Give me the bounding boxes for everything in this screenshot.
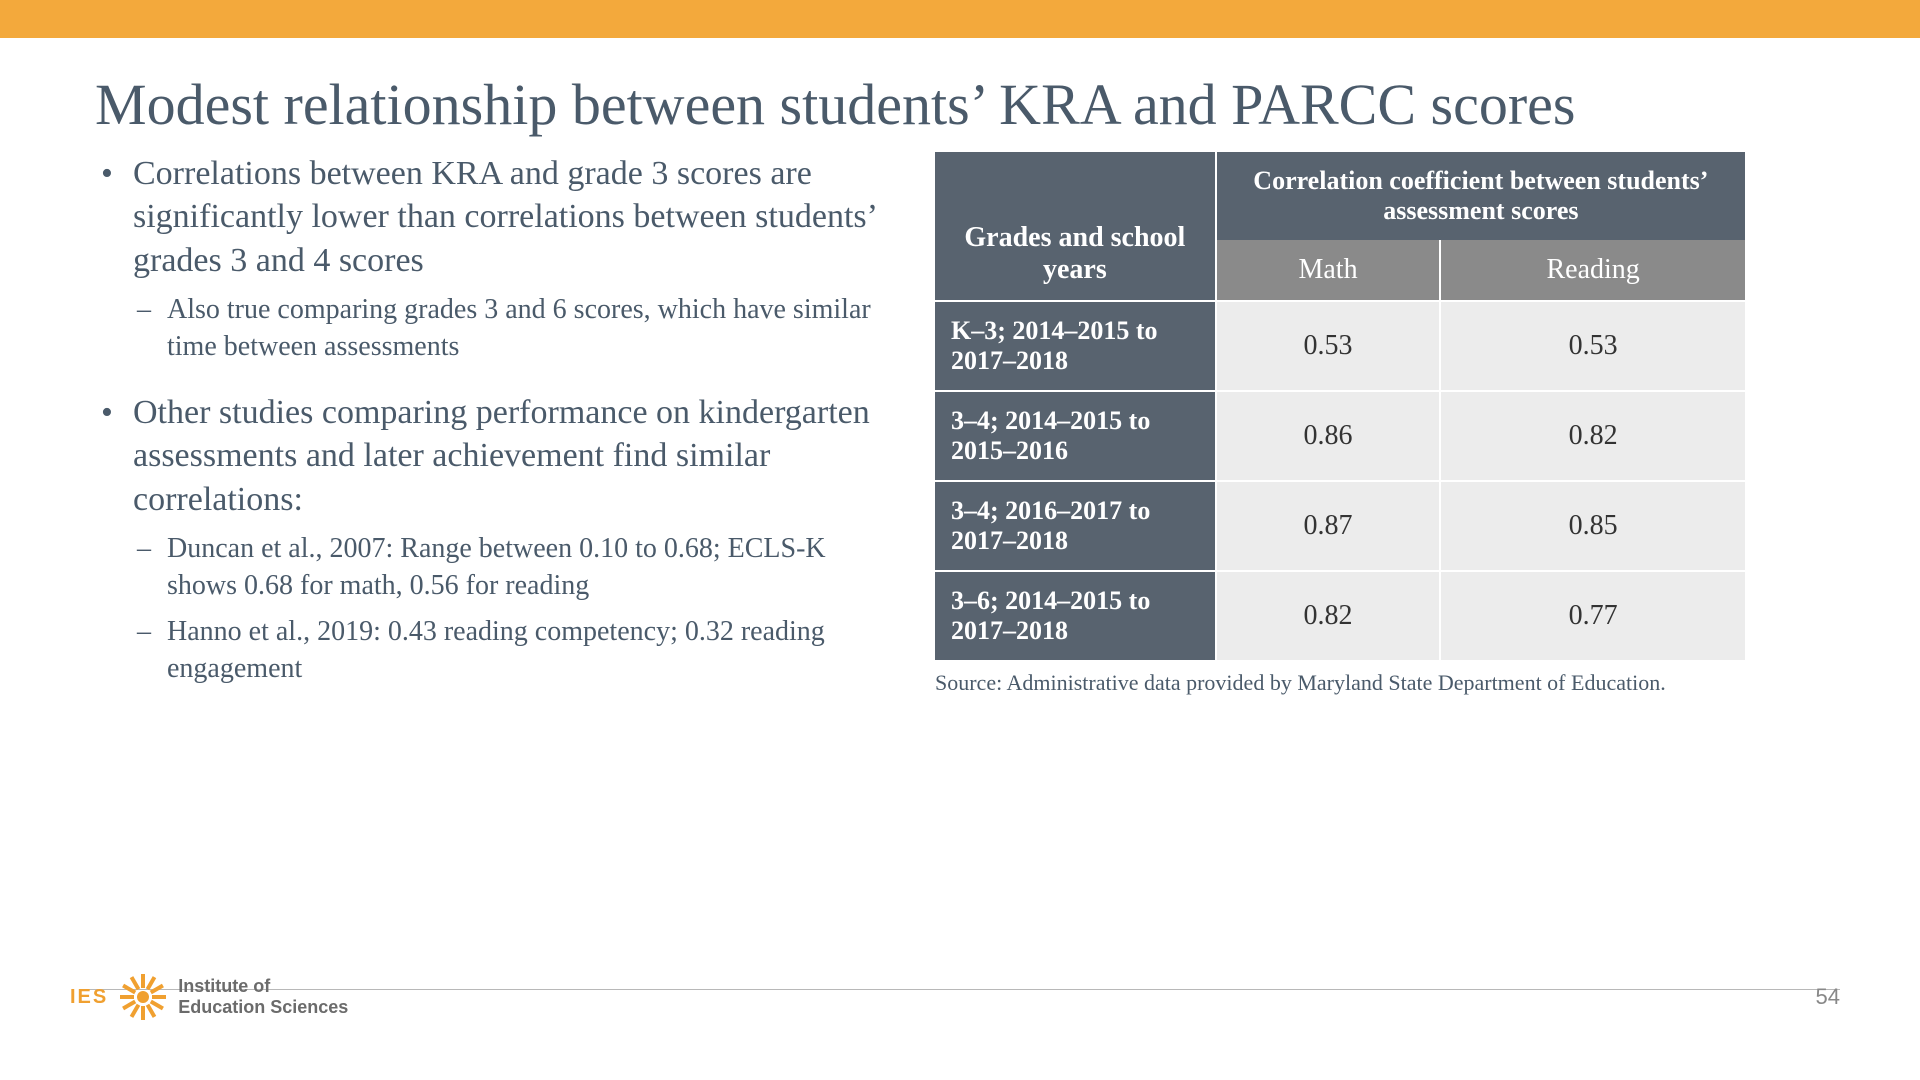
bullet-2-text: Other studies comparing performance on k… [133, 394, 870, 518]
table-col-reading: Reading [1440, 240, 1745, 301]
bullet-column: Correlations between KRA and grade 3 sco… [95, 152, 895, 713]
table-row-header: Grades and school years [951, 222, 1199, 286]
row-label: 3–4; 2014–2015 to 2015–2016 [935, 391, 1216, 481]
table-row: 3–4; 2014–2015 to 2015–2016 0.86 0.82 [935, 391, 1745, 481]
ies-acronym: IES [70, 986, 108, 1009]
ies-name: Institute of Education Sciences [178, 976, 348, 1017]
cell: 0.77 [1440, 571, 1745, 660]
table-source: Source: Administrative data provided by … [935, 670, 1745, 696]
table-group-header: Correlation coefficient between students… [1216, 152, 1745, 240]
bullet-1-sub-1: Also true comparing grades 3 and 6 score… [133, 292, 895, 365]
bullet-1: Correlations between KRA and grade 3 sco… [95, 152, 895, 365]
ies-logo: IES Institute of Education Sciences [70, 974, 348, 1020]
cell: 0.85 [1440, 481, 1745, 571]
bullet-2-sub-1: Duncan et al., 2007: Range between 0.10 … [133, 531, 895, 604]
row-label: 3–6; 2014–2015 to 2017–2018 [935, 571, 1216, 660]
cell: 0.53 [1440, 301, 1745, 391]
cell: 0.82 [1216, 571, 1441, 660]
bullet-1-text: Correlations between KRA and grade 3 sco… [133, 155, 875, 279]
top-accent-bar [0, 0, 1920, 38]
table-col-math: Math [1216, 240, 1441, 301]
bullet-2-sub-2: Hanno et al., 2019: 0.43 reading compete… [133, 614, 895, 687]
footer: IES Institute of Education Sciences [0, 989, 1920, 1020]
slide-title: Modest relationship between students’ KR… [95, 70, 1850, 140]
bullet-2: Other studies comparing performance on k… [95, 391, 895, 687]
cell: 0.53 [1216, 301, 1441, 391]
cell: 0.82 [1440, 391, 1745, 481]
cell: 0.86 [1216, 391, 1441, 481]
correlation-table: Grades and school years Correlation coef… [935, 152, 1745, 660]
table-row: 3–6; 2014–2015 to 2017–2018 0.82 0.77 [935, 571, 1745, 660]
row-label: 3–4; 2016–2017 to 2017–2018 [935, 481, 1216, 571]
table-column: Grades and school years Correlation coef… [935, 152, 1745, 713]
table-row: 3–4; 2016–2017 to 2017–2018 0.87 0.85 [935, 481, 1745, 571]
row-label: K–3; 2014–2015 to 2017–2018 [935, 301, 1216, 391]
sun-icon [120, 974, 166, 1020]
table-row: K–3; 2014–2015 to 2017–2018 0.53 0.53 [935, 301, 1745, 391]
page-number: 54 [1816, 984, 1840, 1010]
cell: 0.87 [1216, 481, 1441, 571]
